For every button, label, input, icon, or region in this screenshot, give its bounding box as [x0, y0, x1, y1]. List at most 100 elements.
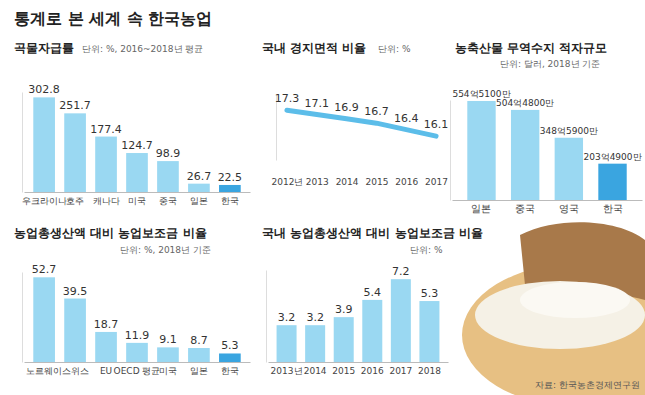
x-tick-label: 2013년: [271, 366, 303, 376]
x-tick-label: 우크라이나: [22, 196, 67, 206]
bar: [157, 161, 179, 192]
bar: [64, 299, 86, 362]
chart-subtitle: 단위: %, 2016~2018년 평균: [82, 44, 203, 54]
data-labels: 52.739.518.711.99.18.75.3: [32, 263, 239, 352]
x-tick-label: EU: [100, 366, 112, 376]
x-tick-label: 2017: [425, 177, 448, 187]
bar: [555, 138, 583, 200]
x-tick: 2014: [304, 366, 327, 376]
bar: [277, 325, 297, 362]
x-tick-label: 노르웨이: [26, 366, 62, 376]
x-tick: 캐나다: [93, 196, 120, 206]
bar: [33, 97, 55, 192]
x-tick-label: 영국: [559, 203, 579, 214]
bar: [467, 101, 495, 200]
y-axis-line: [450, 101, 451, 201]
data-label: 7.2: [392, 265, 410, 278]
bar: [219, 185, 241, 192]
x-tick: 우크라이나: [22, 196, 67, 206]
data-label: 504억4800만: [496, 98, 554, 108]
x-tick-label: 2013: [306, 177, 329, 187]
x-tick: 2014: [336, 177, 359, 187]
bar: [95, 137, 117, 192]
data-label: 3.9: [335, 303, 353, 316]
x-axis: 일본 중국 영국 한국: [453, 201, 643, 215]
data-label: 16.9: [334, 101, 359, 114]
source: 자료: 한국농촌경제연구원: [535, 380, 640, 390]
data-label: 203억4900만: [583, 152, 641, 162]
x-tick: 2016: [395, 177, 418, 187]
plot-marks: [33, 97, 240, 192]
chart-subtitle: 단위: %: [410, 245, 443, 255]
x-tick: 2015: [332, 366, 355, 376]
x-tick: 한국: [221, 196, 239, 206]
x-tick-label: 2012년: [271, 177, 303, 187]
y-axis: [266, 271, 267, 363]
data-label: 11.9: [125, 329, 150, 342]
x-tick-label: 미국: [159, 366, 177, 376]
x-tick-label: 미국: [128, 196, 146, 206]
background: [0, 0, 645, 395]
x-axis: 2013년20142015201620172018: [269, 363, 449, 377]
x-tick: 2016: [361, 366, 384, 376]
x-tick-label: OECD 평균: [114, 366, 161, 376]
x-axis: 노르웨이스위스EUOECD 평균미국일본한국: [25, 363, 251, 377]
x-tick-label: 일본: [190, 196, 208, 206]
chart-title: 농업총생산액 대비 농업보조금 비율: [14, 226, 207, 240]
infographic: 통계로 본 세계 속 한국농업곡물자급률단위: %, 2016~2018년 평균…: [0, 0, 645, 395]
bar: [126, 343, 148, 362]
x-tick: 일본: [471, 203, 491, 214]
rice-pile-shade: [520, 282, 630, 318]
x-tick-label: 한국: [221, 196, 239, 206]
x-tick: 한국: [603, 203, 623, 214]
data-label: 16.7: [364, 105, 389, 118]
chart-title: 국내 경지면적 비율: [262, 41, 366, 55]
bar: [511, 110, 539, 200]
rice-pile: [475, 281, 645, 349]
bar: [219, 353, 241, 362]
bar: [598, 164, 626, 200]
x-tick: 한국: [221, 366, 239, 376]
data-label: 26.7: [187, 170, 212, 183]
bar: [157, 347, 179, 362]
x-tick-label: 한국: [221, 366, 239, 376]
x-axis-line: [25, 192, 251, 193]
x-tick-label: 2014: [304, 366, 327, 376]
data-labels: 302.8251.7177.4124.798.926.722.5: [28, 83, 242, 184]
x-tick: 2013년: [271, 366, 303, 376]
x-tick-label: 중국: [515, 203, 535, 214]
data-labels: 17.317.116.916.716.416.1: [275, 92, 449, 131]
plot-marks: [287, 110, 436, 136]
x-tick-label: 중국: [159, 196, 177, 206]
x-tick: 중국: [159, 196, 177, 206]
x-tick-label: 2015: [365, 177, 388, 187]
data-label: 348억5900만: [540, 126, 598, 136]
x-tick: 노르웨이: [26, 366, 62, 376]
x-tick: OECD 평균: [114, 366, 161, 376]
data-label: 16.4: [394, 112, 419, 125]
rice-decoration: [462, 222, 645, 395]
chart-panel: 국내 농업총생산액 대비 농업보조금 비율단위: % 2013년2014 2015 2…: [262, 226, 483, 376]
x-tick: 미국: [159, 366, 177, 376]
x-tick-label: 캐나다: [93, 196, 120, 206]
bar: [188, 348, 210, 362]
plot-marks: [277, 279, 440, 362]
x-axis-line: [453, 200, 643, 201]
bar: [95, 332, 117, 362]
x-tick: 2017: [389, 366, 412, 376]
x-tick-label: 일본: [190, 366, 208, 376]
y-axis-line: [266, 271, 267, 363]
chart-title: 농축산물 무역수지 적자규모: [455, 41, 607, 55]
data-label: 5.3: [221, 339, 239, 352]
chart-title: 국내 농업총생산액 대비 농업보조금 비율: [262, 226, 483, 240]
chart-subtitle: 단위: %, 2018년 기준: [120, 245, 211, 255]
data-label: 9.1: [159, 333, 177, 346]
data-label: 177.4: [90, 123, 122, 136]
line: [287, 110, 436, 136]
page-title: 통계로 본 세계 속 한국농업: [14, 9, 212, 28]
bar: [334, 317, 354, 362]
bar: [362, 300, 382, 362]
x-tick-label: 호주: [66, 196, 84, 206]
data-label: 251.7: [59, 99, 91, 112]
chart-panel: 농업총생산액 대비 농업보조금 비율단위: %, 2018년 기준노르웨이스위스…: [14, 226, 251, 376]
